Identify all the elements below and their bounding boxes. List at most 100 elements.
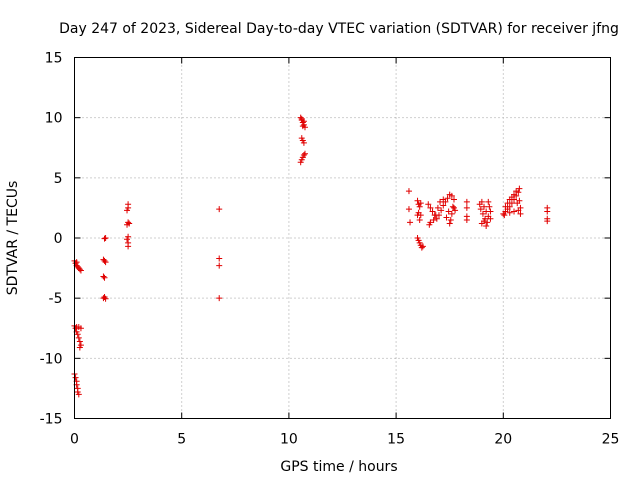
data-point [463,198,470,205]
data-point [417,200,424,207]
data-point [216,206,223,213]
data-point [544,218,551,225]
data-point [102,295,109,302]
data-point [504,200,511,207]
y-tick-label-5: 10 [45,111,63,127]
data-point [419,243,426,250]
data-point [76,338,83,345]
grid-layer [74,57,611,419]
data-point [446,220,453,227]
data-point [517,210,524,217]
data-point [516,197,523,204]
data-point [448,210,455,217]
x-tick-label-2: 10 [280,432,298,448]
x-tick-label-1: 5 [177,432,186,448]
data-point [485,198,492,205]
data-point [102,235,109,241]
data-point [544,208,551,215]
data-point [482,215,489,222]
data-point [405,206,412,213]
data-point [437,198,444,205]
data-point [452,207,459,214]
data-point [125,243,132,250]
data-point [74,331,81,338]
data-point [124,236,131,243]
x-tick-label-5: 25 [602,432,620,448]
data-point [425,201,432,208]
chart-title: Day 247 of 2023, Sidereal Day-to-day VTE… [59,21,619,37]
data-point [417,212,424,219]
data-point [405,188,412,195]
data-point [427,204,434,211]
data-point [76,344,83,351]
data-point [438,207,445,214]
data-point [407,219,414,226]
data-point [75,391,82,398]
data-point [511,208,518,215]
data-point [487,208,494,215]
data-point [440,196,447,203]
y-tick-label-6: 15 [45,51,63,67]
data-point [72,374,79,381]
data-point [448,192,455,199]
data-point [414,197,421,204]
data-point [434,204,441,211]
data-point [429,208,436,215]
data-point [517,204,524,211]
data-point [301,150,308,157]
data-point [440,202,447,209]
data-point [101,274,108,281]
data-point [416,216,423,223]
data-point [443,214,450,221]
data-point [72,325,79,332]
y-tick-label-2: -5 [49,291,63,307]
data-point [483,222,490,229]
marks-layer [71,114,551,398]
y-axis-title: SDTVAR / TECUs [5,181,21,296]
data-point [486,203,493,210]
data-point [484,219,491,226]
data-point [479,210,486,217]
data-point [463,204,470,211]
data-point [513,188,520,195]
ticks-layer: 0 5 10 15 20 25 -15 -10 -5 0 5 10 15 [40,51,620,448]
data-point [481,203,488,210]
data-point [487,215,494,222]
data-point [77,325,84,332]
data-point [416,203,423,210]
data-point [433,215,440,222]
data-point [300,151,307,158]
data-point [75,334,82,341]
data-point [432,212,439,219]
data-point [76,266,83,273]
data-point [506,209,513,216]
data-point [478,220,485,227]
data-point [300,139,307,146]
data-point [100,273,107,280]
x-tick-label-3: 15 [387,432,405,448]
data-point [216,262,223,269]
data-point [300,118,307,125]
data-point [126,220,133,227]
data-point [450,196,457,203]
data-point [447,216,454,223]
x-axis-title: GPS time / hours [280,459,397,475]
data-point [427,219,434,226]
data-point [101,235,108,242]
y-tick-label-4: 5 [54,171,63,187]
data-point [478,198,485,205]
data-point [444,195,451,202]
data-point [463,216,470,223]
data-point [216,295,223,302]
data-point [445,208,452,215]
data-point [77,267,84,274]
data-point [101,257,108,264]
x-tick-label-4: 20 [494,432,512,448]
data-point [102,259,109,266]
data-point [501,212,508,219]
y-tick-label-1: -10 [40,351,63,367]
plot-frame [74,57,611,419]
data-point [511,191,518,198]
data-point [502,203,509,210]
